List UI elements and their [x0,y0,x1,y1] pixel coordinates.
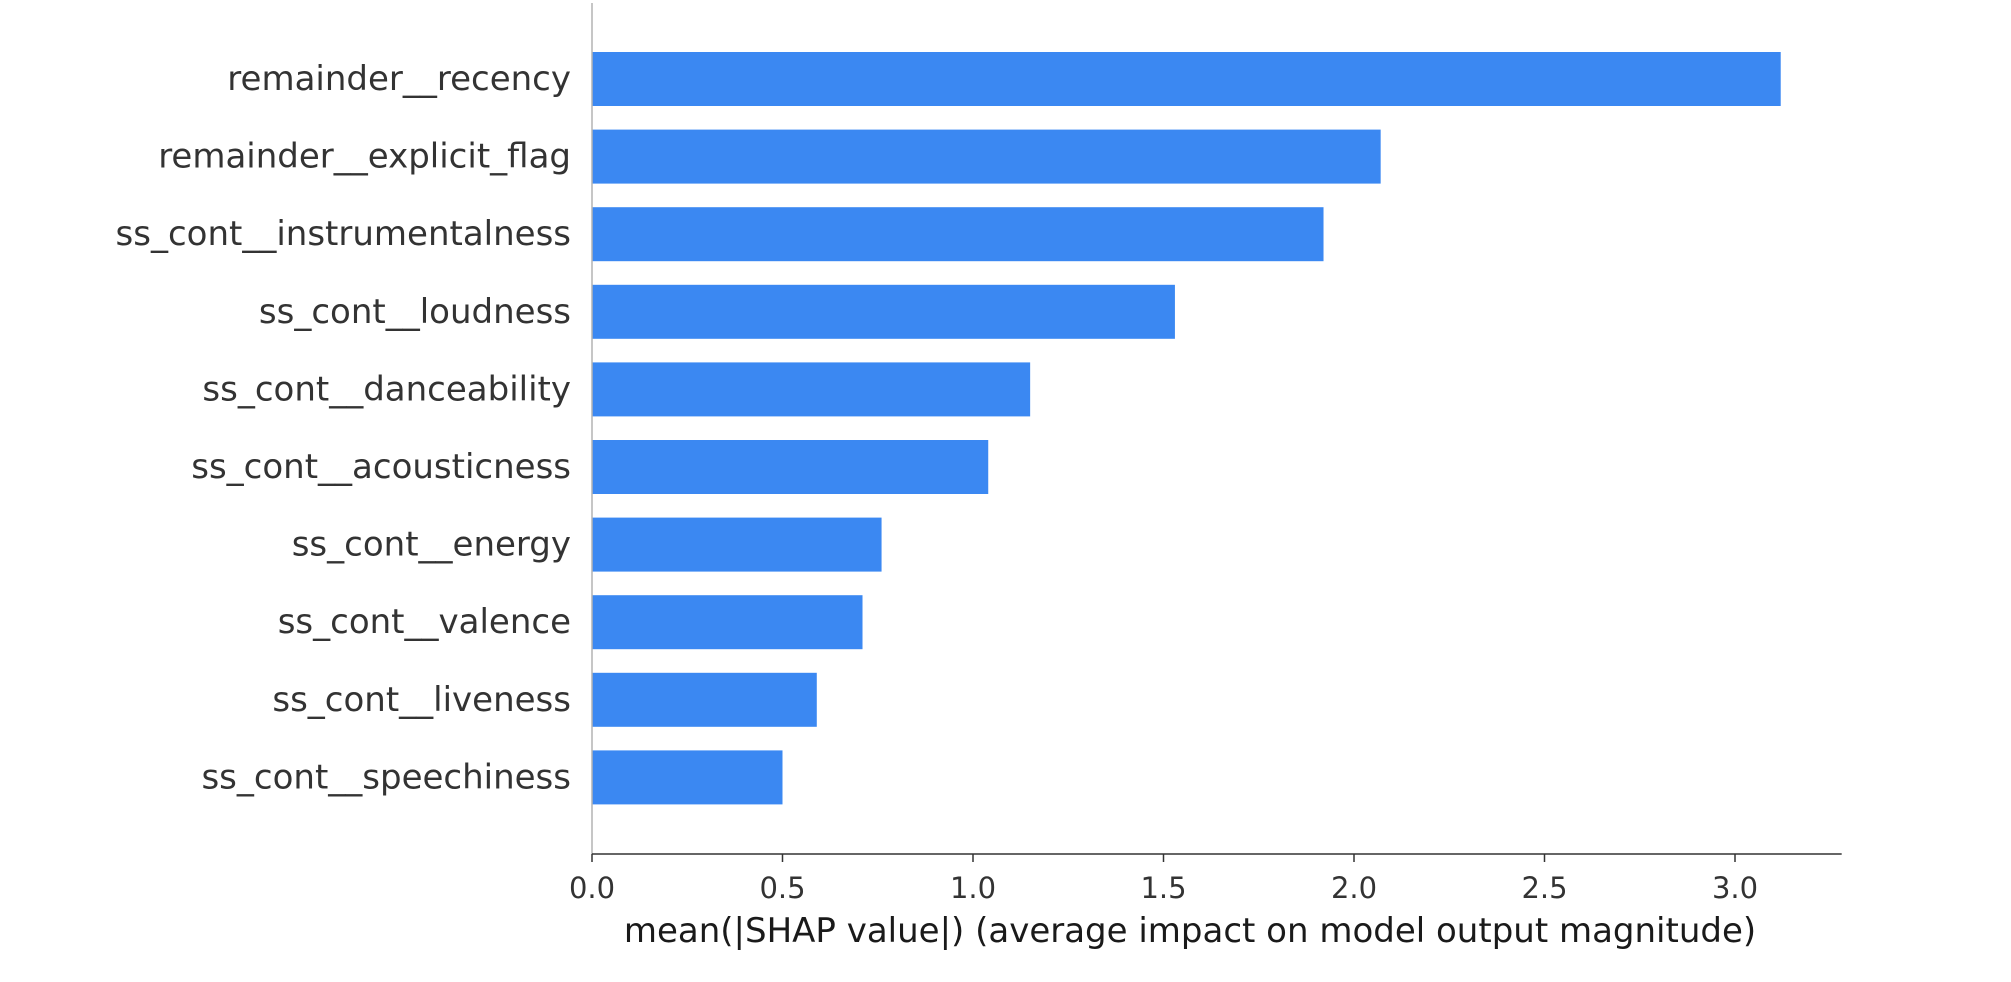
feature-label: remainder__explicit_flag [158,137,571,177]
feature-label: ss_cont__liveness [272,680,571,720]
feature-label: ss_cont__instrumentalness [116,214,571,254]
x-tick-label: 2.0 [1331,871,1377,905]
feature-labels-group: remainder__recency remainder__explicit_fl… [116,59,571,797]
bar [592,284,1175,339]
bar [592,129,1381,184]
feature-label: ss_cont__valence [278,602,571,642]
feature-label: ss_cont__energy [292,525,571,565]
x-axis-label: mean(|SHAP value|) (average impact on mo… [624,911,1756,951]
feature-label: ss_cont__danceability [202,369,571,409]
feature-label: ss_cont__speechiness [201,757,571,797]
bar [592,750,783,805]
feature-label: ss_cont__loudness [259,292,571,332]
x-tick-label: 3.0 [1712,871,1758,905]
bar [592,672,817,727]
x-ticks-group: 0.0 0.5 1.0 1.5 2.0 2.5 3.0 [569,854,1758,905]
feature-label: remainder__recency [227,59,571,99]
x-tick-label: 2.5 [1521,871,1567,905]
x-tick-label: 0.5 [759,871,805,905]
bar [592,517,882,572]
feature-label: ss_cont__acousticness [191,447,571,487]
bars-group [592,52,1781,805]
x-tick-label: 0.0 [569,871,615,905]
x-tick-label: 1.5 [1140,871,1186,905]
bar [592,207,1324,262]
bar [592,362,1031,417]
x-tick-label: 1.0 [950,871,996,905]
bar [592,440,989,494]
bar [592,595,863,650]
bar [592,52,1781,106]
